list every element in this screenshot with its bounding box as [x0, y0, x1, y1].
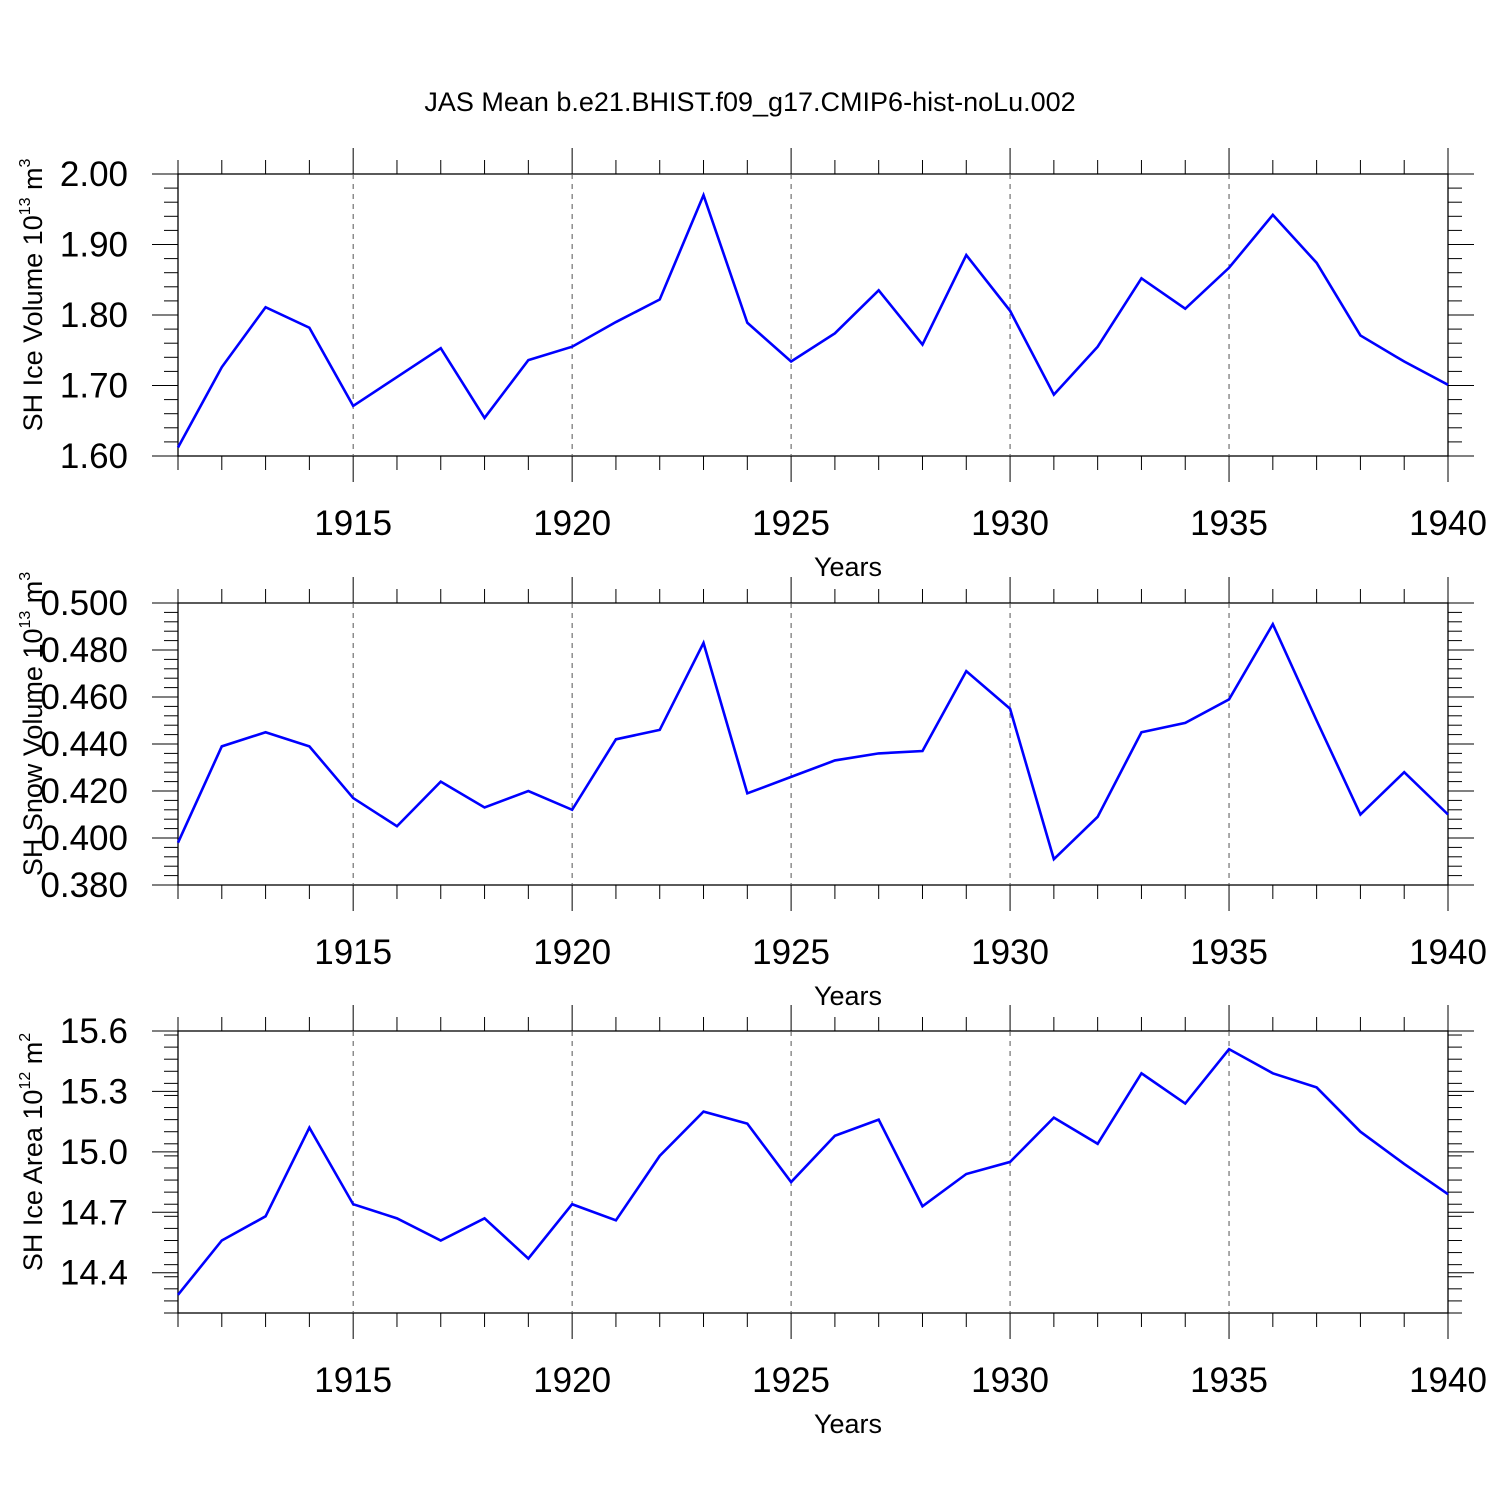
x-tick-label: 1915 — [314, 1361, 392, 1400]
y-axis-label-unit-exp: 3 — [17, 158, 34, 167]
x-tick-label: 1935 — [1190, 933, 1268, 972]
x-tick-label: 1915 — [314, 504, 392, 543]
x-tick-label: 1940 — [1409, 933, 1487, 972]
y-tick-label: 0.500 — [40, 584, 128, 623]
series-line-1 — [176, 191, 1449, 449]
y-tick-label: 0.440 — [40, 725, 128, 764]
x-tick-label: 1935 — [1190, 1361, 1268, 1400]
y-axis-label: SH Ice Area 1012 m2 — [17, 1033, 48, 1271]
y-axis-label-unit-exp: 2 — [17, 1033, 34, 1042]
y-tick-label: 1.70 — [60, 367, 128, 406]
x-tick-label: 1935 — [1190, 504, 1268, 543]
y-tick-label: 0.380 — [40, 866, 128, 905]
y-tick-label: 1.80 — [60, 296, 128, 335]
chart-panel-1: 1915 1920 1925 1930 1935 1940 1.60 1.70 1.80 1.90… — [17, 148, 1487, 582]
x-tick-label: 1930 — [971, 504, 1049, 543]
y-axis-label-unit-exp: 3 — [17, 572, 34, 581]
y-axis-label-text: SH Snow Volume 10 — [18, 629, 48, 877]
x-tick-label: 1920 — [533, 1361, 611, 1400]
series-line-1 — [176, 621, 1449, 862]
figure-title: JAS Mean b.e21.BHIST.f09_g17.CMIP6-hist-… — [424, 87, 1075, 117]
plot-frame — [177, 173, 1449, 457]
y-axis-label-unit: m — [18, 581, 48, 611]
chart-panel-3: 1915 1920 1925 1930 1935 1940 14.4 14.7 15.0 15.3… — [17, 1005, 1487, 1439]
plot-frame — [177, 1030, 1449, 1314]
x-tick-label: 1930 — [971, 933, 1049, 972]
y-tick-label: 14.7 — [60, 1193, 128, 1232]
y-axis-label-exp: 13 — [17, 611, 34, 629]
x-axis-label: Years — [814, 981, 882, 1011]
y-tick-label: 0.400 — [40, 819, 128, 858]
y-tick-label: 0.460 — [40, 678, 128, 717]
x-tick-label: 1925 — [752, 504, 830, 543]
y-axis-label-text: SH Ice Volume 10 — [18, 215, 48, 431]
y-axis-label-unit: m — [18, 167, 48, 197]
x-axis-label: Years — [814, 1409, 882, 1439]
x-tick-label: 1920 — [533, 933, 611, 972]
y-axis-label-exp: 13 — [17, 197, 34, 215]
y-tick-label: 0.480 — [40, 631, 128, 670]
panels: 1915 1920 1925 1930 1935 1940 1.60 1.70 1.80 1.90… — [17, 148, 1487, 1439]
y-tick-label: 2.00 — [60, 155, 128, 194]
y-tick-label: 15.3 — [60, 1072, 128, 1111]
x-tick-label: 1940 — [1409, 1361, 1487, 1400]
x-tick-label: 1920 — [533, 504, 611, 543]
series-line-1 — [176, 1047, 1449, 1296]
y-tick-label: 0.420 — [40, 772, 128, 811]
chart-panel-2: 1915 1920 1925 1930 1935 1940 0.380 0.400 0.420 0… — [17, 572, 1487, 1011]
y-axis-label-text: SH Ice Area 10 — [18, 1090, 48, 1272]
x-axis-label: Years — [814, 552, 882, 582]
x-tick-label: 1930 — [971, 1361, 1049, 1400]
x-tick-label: 1915 — [314, 933, 392, 972]
y-axis-label: SH Ice Volume 1013 m3 — [17, 158, 48, 431]
x-tick-label: 1925 — [752, 1361, 830, 1400]
y-tick-label: 14.4 — [60, 1254, 128, 1293]
plot-frame — [177, 602, 1449, 886]
y-axis-label: SH Snow Volume 1013 m3 — [17, 572, 48, 876]
y-axis-label-exp: 12 — [17, 1072, 34, 1090]
x-tick-label: 1925 — [752, 933, 830, 972]
y-tick-label: 1.90 — [60, 226, 128, 265]
x-tick-label: 1940 — [1409, 504, 1487, 543]
y-tick-label: 1.60 — [60, 437, 128, 476]
y-tick-label: 15.6 — [60, 1012, 128, 1051]
y-axis-label-unit: m — [18, 1042, 48, 1072]
y-tick-label: 15.0 — [60, 1133, 128, 1172]
